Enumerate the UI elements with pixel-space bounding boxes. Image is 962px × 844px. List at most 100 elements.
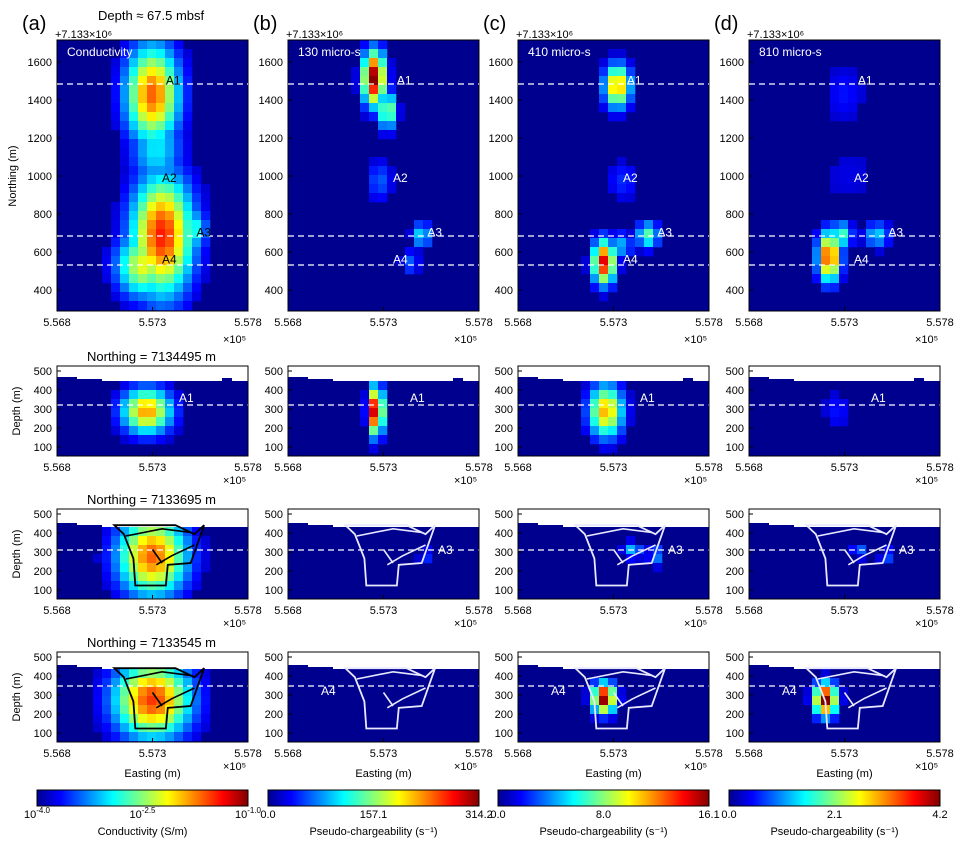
heat-cell (821, 247, 831, 257)
heat-cell (581, 390, 591, 400)
heat-cell (111, 274, 121, 284)
heat-cell (174, 536, 184, 546)
heat-cell (369, 76, 379, 86)
heat-cell (174, 148, 184, 158)
heat-cell (423, 229, 433, 239)
heat-cell (848, 103, 858, 113)
topo-bump (914, 378, 924, 381)
heat-cell (839, 408, 849, 418)
x-multiplier: ×10⁵ (223, 334, 246, 346)
heat-cell (183, 202, 193, 212)
pit-inner-outline (586, 527, 656, 566)
heat-cell (120, 732, 130, 742)
heat-cell (147, 85, 157, 95)
heat-cell (129, 193, 139, 203)
heat-cell (839, 103, 849, 113)
heat-cell (147, 536, 157, 546)
x-tick-label: 5.573 (370, 317, 398, 329)
heat-cell (848, 112, 858, 122)
heat-cell (644, 247, 654, 257)
colorbar (728, 789, 941, 807)
heat-cell (360, 76, 370, 86)
heat-cell (120, 536, 130, 546)
heat-cell (102, 527, 112, 537)
y-tick-label: 600 (726, 247, 744, 259)
heat-cell (138, 76, 148, 86)
heat-cell (378, 193, 388, 203)
anomaly-label: A4 (162, 253, 177, 267)
heat-cell (111, 211, 121, 221)
y-tick-label: 400 (726, 285, 744, 297)
heat-cell (120, 417, 130, 427)
heat-cell (599, 696, 609, 706)
heat-cell (387, 121, 397, 131)
heat-cell (369, 426, 379, 436)
heat-cell (635, 554, 645, 564)
heat-cell (378, 67, 388, 77)
y-tick-label: 400 (265, 285, 283, 297)
y-tick-label: 400 (34, 671, 52, 683)
heat-cell (626, 193, 636, 203)
heat-cell (626, 58, 636, 68)
heat-cell (387, 175, 397, 185)
heat-cell (617, 94, 627, 104)
heat-cell (599, 390, 609, 400)
heat-cell (183, 49, 193, 59)
heat-cell (138, 283, 148, 293)
heat-cell (812, 256, 822, 266)
heat-cell (821, 265, 831, 275)
heat-cell (165, 76, 175, 86)
heat-cell (156, 669, 166, 679)
heat-cell (599, 283, 609, 293)
heat-cell (147, 139, 157, 149)
y-tick-label: 1200 (259, 133, 283, 145)
heat-cell (608, 678, 618, 688)
heat-cell (147, 687, 157, 697)
heat-cell (857, 175, 867, 185)
heat-cell (414, 554, 424, 564)
heat-cell (174, 94, 184, 104)
x-tick-label: 5.568 (735, 748, 763, 760)
map-tag: 810 micro-s (759, 45, 822, 59)
heat-cell (369, 184, 379, 194)
pit-outline (804, 667, 897, 730)
x-tick-label: 5.568 (735, 605, 763, 617)
pit-outline (573, 667, 666, 730)
heat-cell (378, 76, 388, 86)
heat-cell (111, 76, 121, 86)
heat-cell (192, 732, 202, 742)
heat-cell (608, 705, 618, 715)
heat-cell (147, 399, 157, 409)
heat-cell (360, 399, 370, 409)
heat-cell (617, 49, 627, 59)
heat-cell (590, 229, 600, 239)
heat-cell (129, 669, 139, 679)
heat-cell (129, 175, 139, 185)
heat-cell (147, 166, 157, 176)
heat-cell (183, 572, 193, 582)
heat-cell (165, 148, 175, 158)
heat-cell (138, 705, 148, 715)
heat-cell (102, 274, 112, 284)
heat-cell (111, 581, 121, 591)
y-tick-label: 800 (495, 209, 513, 221)
heat-cell (174, 247, 184, 257)
heat-cell (617, 256, 627, 266)
heat-cell (120, 211, 130, 221)
heat-cell (875, 554, 885, 564)
heat-cell (369, 435, 379, 445)
heat-cell (111, 696, 121, 706)
y-tick-label: 100 (726, 442, 744, 454)
heat-cell (360, 417, 370, 427)
section-heat (749, 669, 940, 742)
heat-cell (351, 76, 361, 86)
heat-cell (183, 112, 193, 122)
y-tick-label: 100 (265, 442, 283, 454)
heat-cell (617, 103, 627, 113)
heat-cell (201, 536, 211, 546)
colorbar-tick-label: 10-4.0 (24, 806, 51, 821)
heat-cell (387, 58, 397, 68)
heat-cell (102, 572, 112, 582)
heat-cell (626, 175, 636, 185)
y-tick-label: 1000 (28, 171, 52, 183)
